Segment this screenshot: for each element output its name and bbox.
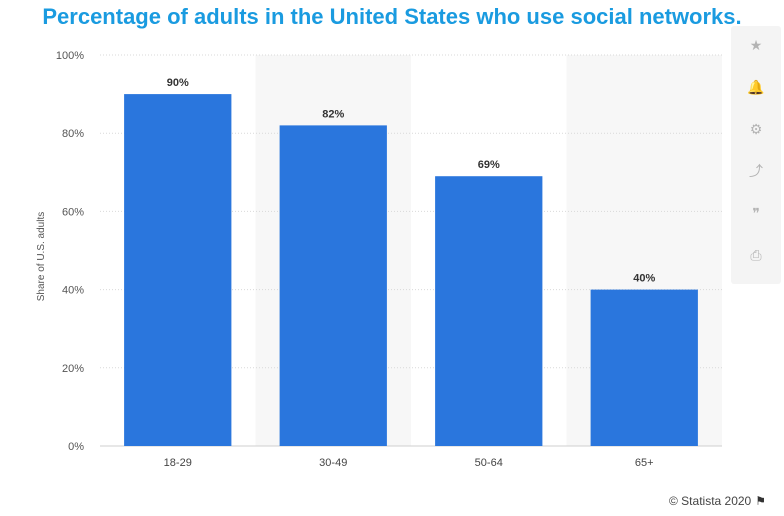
y-tick-label: 20% xyxy=(62,363,84,375)
y-tick-label: 0% xyxy=(68,441,84,453)
data-label: 69% xyxy=(478,159,500,171)
print-icon[interactable]: ⎙ xyxy=(750,246,762,263)
y-axis-title: Share of U.S. adults xyxy=(36,212,47,302)
y-tick-label: 60% xyxy=(62,206,84,218)
bar xyxy=(435,176,543,446)
data-label: 40% xyxy=(633,273,655,285)
flag-icon[interactable]: ⚑ xyxy=(755,494,766,508)
gear-icon[interactable]: ⚙ xyxy=(749,120,763,137)
copyright-text[interactable]: © Statista 2020 xyxy=(669,494,752,508)
chart-toolbar: ★ 🔔 ⚙ ⤴ ❞ ⎙ xyxy=(731,26,781,284)
data-label: 82% xyxy=(322,108,344,120)
share-icon[interactable]: ⤴ xyxy=(749,163,763,179)
chart-title: Percentage of adults in the United State… xyxy=(42,4,742,29)
x-tick-label: 18-29 xyxy=(164,457,192,469)
footer: © Statista 2020 ⚑ xyxy=(669,494,766,508)
y-tick-label: 40% xyxy=(62,285,84,297)
x-tick-label: 30-49 xyxy=(319,457,347,469)
bell-icon[interactable]: 🔔 xyxy=(747,78,765,95)
x-tick-label: 65+ xyxy=(635,457,654,469)
y-tick-label: 80% xyxy=(62,128,84,140)
data-label: 90% xyxy=(167,77,189,89)
star-icon[interactable]: ★ xyxy=(749,36,763,53)
bar xyxy=(279,125,387,446)
bar xyxy=(590,289,698,446)
quote-icon[interactable]: ❞ xyxy=(752,204,760,221)
x-tick-label: 50-64 xyxy=(475,457,503,469)
bar xyxy=(124,94,232,446)
y-tick-label: 100% xyxy=(56,50,84,62)
